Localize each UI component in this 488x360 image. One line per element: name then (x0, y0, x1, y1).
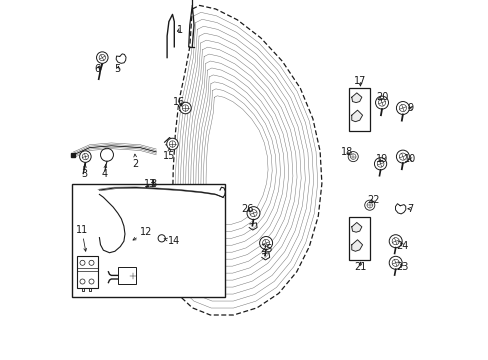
Circle shape (364, 200, 374, 210)
Text: 12: 12 (133, 227, 152, 240)
Circle shape (375, 96, 387, 109)
Text: 3: 3 (81, 164, 87, 179)
Text: 4: 4 (102, 165, 108, 179)
Text: 22: 22 (366, 195, 379, 205)
Text: 1: 1 (176, 25, 183, 35)
Text: 26: 26 (241, 204, 253, 214)
Text: 6: 6 (94, 64, 101, 74)
Circle shape (96, 52, 108, 63)
Bar (72, 184, 225, 297)
Circle shape (127, 270, 139, 282)
Text: 24: 24 (396, 240, 408, 251)
Polygon shape (179, 103, 186, 112)
Text: 13: 13 (144, 179, 156, 189)
Polygon shape (351, 222, 361, 232)
Circle shape (388, 235, 401, 248)
Text: 2: 2 (132, 154, 139, 169)
Text: 18: 18 (340, 147, 352, 157)
Bar (77, 256, 98, 288)
Bar (348, 217, 369, 260)
Circle shape (396, 102, 408, 114)
Polygon shape (351, 93, 361, 103)
Text: 17: 17 (353, 76, 366, 86)
Circle shape (166, 138, 178, 150)
Bar (118, 267, 136, 284)
Text: 11: 11 (76, 225, 88, 251)
Circle shape (374, 158, 386, 170)
Polygon shape (351, 240, 362, 251)
Text: 21: 21 (353, 262, 366, 272)
Text: 16: 16 (172, 96, 185, 107)
Circle shape (80, 151, 91, 162)
Polygon shape (164, 138, 172, 147)
Text: 9: 9 (406, 103, 412, 113)
Bar (348, 88, 369, 131)
Circle shape (179, 102, 191, 114)
Circle shape (246, 207, 260, 220)
Text: 8: 8 (150, 179, 157, 189)
Circle shape (388, 256, 401, 269)
Text: 7: 7 (406, 204, 412, 214)
Text: 25: 25 (260, 244, 272, 254)
Text: 5: 5 (114, 64, 121, 74)
Text: 20: 20 (375, 92, 387, 102)
Circle shape (396, 150, 408, 163)
Circle shape (347, 152, 358, 162)
Text: 15: 15 (163, 148, 175, 161)
Circle shape (259, 237, 272, 249)
Text: 19: 19 (375, 154, 387, 164)
Polygon shape (351, 110, 362, 122)
Text: 10: 10 (403, 154, 415, 164)
Text: 14: 14 (163, 236, 180, 246)
Text: 23: 23 (396, 262, 408, 272)
